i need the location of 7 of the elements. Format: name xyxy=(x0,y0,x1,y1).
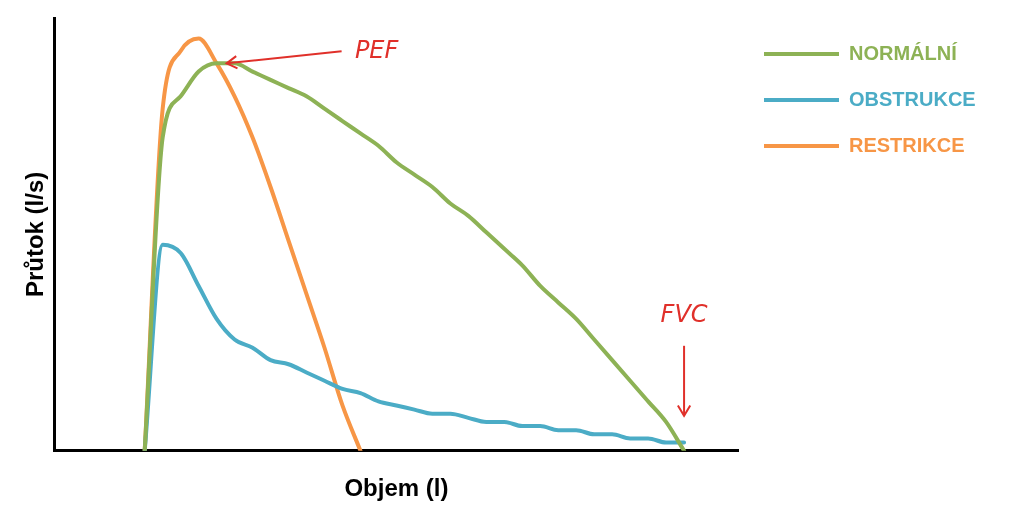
legend-label: RESTRIKCE xyxy=(849,133,965,156)
legend-label: OBSTRUKCE xyxy=(849,87,976,110)
legend-label: NORMÁLNÍ xyxy=(849,41,958,64)
x-axis-title: Objem (l) xyxy=(344,474,449,502)
annotation: PEF xyxy=(354,35,400,64)
annotation: FVC xyxy=(660,300,708,329)
y-axis-title: Průtok (l/s) xyxy=(21,171,49,298)
